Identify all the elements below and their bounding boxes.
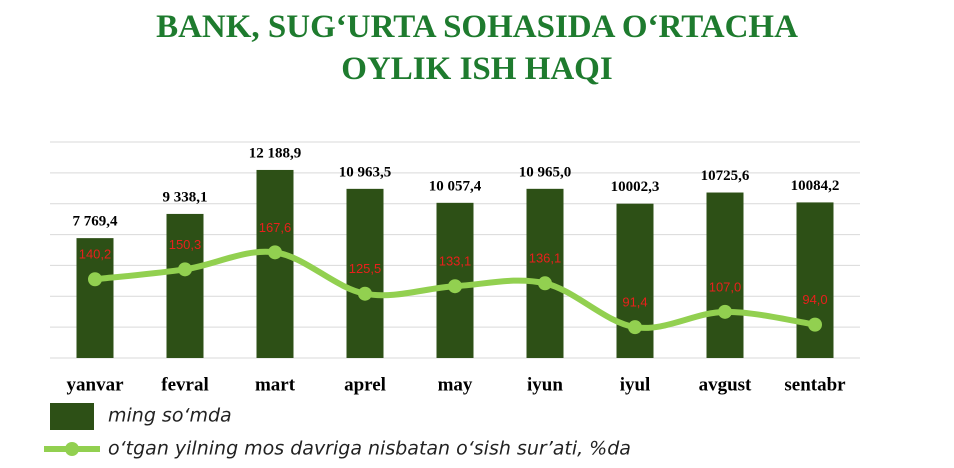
line-value-label: 125,5 (349, 261, 382, 276)
bar (256, 169, 294, 358)
bar-value-label: 10725,6 (701, 168, 750, 184)
bar-value-label: 9 338,1 (163, 189, 208, 205)
x-tick-label: may (438, 374, 473, 395)
x-tick-label: fevral (161, 374, 208, 395)
bar (796, 202, 834, 358)
bar (166, 213, 204, 358)
line-marker (538, 276, 552, 291)
bar (706, 192, 744, 358)
legend-label: o‘tgan yilning mos davriga nisbatan o‘si… (108, 438, 631, 460)
line-value-label: 167,6 (259, 220, 292, 235)
line-marker (808, 317, 822, 332)
bar-value-label: 10 963,5 (339, 164, 392, 180)
x-tick-label: iyun (527, 374, 563, 395)
bar-value-label: 10002,3 (611, 179, 660, 195)
line-marker (718, 304, 732, 319)
x-tick-label: avgust (699, 374, 752, 395)
line-marker (448, 279, 462, 294)
line-value-label: 133,1 (439, 254, 472, 269)
x-tick-label: mart (255, 374, 296, 395)
x-tick-label: yanvar (67, 374, 125, 395)
x-tick-label: aprel (344, 374, 386, 395)
bar (76, 238, 114, 358)
line-value-label: 150,3 (169, 237, 202, 252)
line-marker (628, 320, 642, 335)
legend-marker (65, 442, 79, 456)
line-value-label: 94,0 (802, 292, 827, 307)
bar-value-label: 10084,2 (791, 178, 840, 194)
bar (346, 188, 384, 358)
chart-title: BANK, SUG‘URTA SOHASIDA O‘RTACHA OYLIK I… (156, 9, 798, 87)
bar-value-label: 10 965,0 (519, 164, 572, 180)
line-value-label: 91,4 (622, 295, 647, 310)
bar-value-label: 7 769,4 (73, 214, 119, 230)
legend-label: ming so‘mda (108, 405, 232, 427)
bar (526, 188, 564, 358)
legend-swatch (50, 403, 94, 430)
line-value-label: 136,1 (529, 251, 562, 266)
line-marker (88, 272, 102, 287)
x-tick-label: sentabr (784, 374, 846, 395)
line-marker (178, 262, 192, 277)
bar-value-label: 10 057,4 (429, 178, 482, 194)
bar (616, 203, 654, 358)
line-marker (268, 245, 282, 260)
line-value-label: 107,0 (709, 279, 742, 294)
x-tick-label: iyul (620, 374, 651, 395)
line-marker (358, 286, 372, 301)
bar-value-label: 12 188,9 (249, 145, 302, 161)
line-value-label: 140,2 (79, 247, 112, 262)
